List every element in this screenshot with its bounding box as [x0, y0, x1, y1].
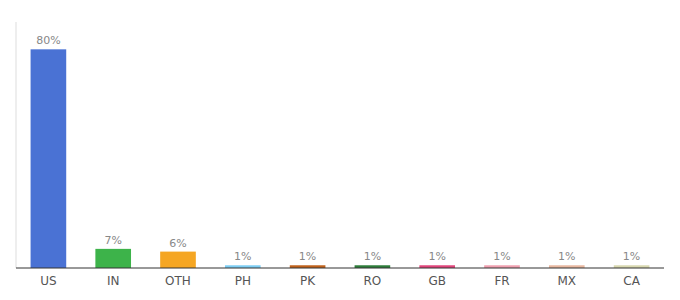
data-label: 1% — [623, 250, 640, 263]
data-label: 1% — [558, 250, 575, 263]
x-tick-label: GB — [428, 274, 446, 288]
data-label: 1% — [428, 250, 445, 263]
y-axis-line — [16, 22, 17, 268]
chart-container: US IN OTH PH PK RO GB FR MX CA 80% 7% 6% 1% 1% 1% 1% 1% 1%… — [0, 0, 680, 300]
bars — [31, 49, 650, 268]
x-axis-line — [16, 268, 664, 269]
x-tick-label: CA — [623, 274, 640, 288]
x-tick-label: PK — [300, 274, 316, 288]
chart-svg: US IN OTH PH PK RO GB FR MX CA 80% 7% 6% 1% 1% 1% 1% 1% 1%… — [0, 0, 680, 300]
x-tick-label: FR — [494, 274, 509, 288]
x-tick-label: US — [40, 274, 56, 288]
data-label: 1% — [493, 250, 510, 263]
x-tick-label: PH — [235, 274, 251, 288]
data-label: 80% — [36, 34, 60, 47]
data-label: 6% — [169, 237, 186, 250]
bar — [160, 252, 196, 268]
bar — [31, 49, 67, 268]
data-label: 1% — [299, 250, 316, 263]
x-tick-label: OTH — [165, 274, 191, 288]
data-label: 1% — [364, 250, 381, 263]
data-label: 7% — [104, 234, 121, 247]
data-label: 1% — [234, 250, 251, 263]
x-tick-label: MX — [558, 274, 577, 288]
x-tick-label: RO — [364, 274, 382, 288]
bar — [95, 249, 131, 268]
x-tick-label: IN — [107, 274, 120, 288]
